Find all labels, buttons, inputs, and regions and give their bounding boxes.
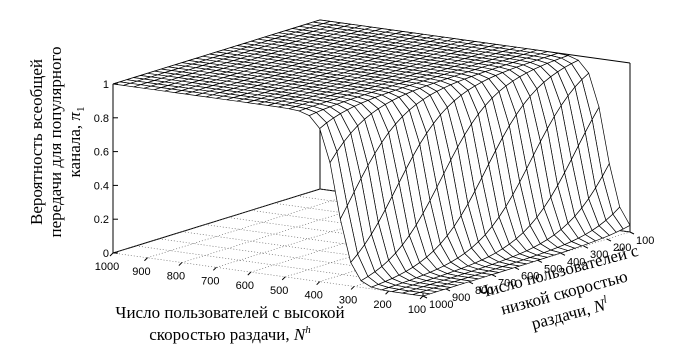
- y-tick-label: 100: [636, 235, 654, 247]
- floor-grid-line: [181, 231, 493, 275]
- x-axis-symbol: N: [293, 325, 307, 344]
- floor-grid-line: [147, 193, 355, 259]
- y-tick-mark: [560, 252, 566, 256]
- y-tick-label: 800: [475, 285, 493, 297]
- x-axis-ticks: 1000 900 800 700 600 500 400 300 200 100: [95, 252, 426, 316]
- surface-cell: [267, 103, 286, 108]
- z-axis-label: канала, π1: [65, 107, 87, 178]
- y-tick-label: 400: [567, 256, 585, 268]
- x-axis-label-line-1: Число пользователей с высокой: [115, 303, 344, 322]
- x-axis-label-line-2: скоростью раздачи,: [149, 325, 294, 344]
- y-tick-mark: [491, 274, 497, 278]
- z-axis-label: передачи для популярного: [46, 47, 65, 238]
- y-tick-mark: [445, 288, 451, 292]
- x-tick-mark: [144, 257, 148, 262]
- y-tick-mark: [422, 295, 428, 299]
- y-tick-label: 500: [544, 263, 562, 275]
- z-tick-label: 0.4: [94, 180, 109, 192]
- x-tick-mark: [419, 295, 424, 300]
- x-tick-mark: [212, 266, 217, 271]
- floor-grid-line: [112, 188, 321, 254]
- x-tick-mark: [109, 252, 114, 257]
- z-axis-symbol: π: [65, 112, 84, 121]
- x-axis-superscript: h: [305, 324, 311, 336]
- x-tick-mark: [350, 286, 355, 290]
- z-axis-ticks: 0 0.2 0.4 0.6 0.8 1: [94, 79, 118, 260]
- y-axis-superscript: l: [602, 294, 608, 306]
- y-tick-mark: [629, 231, 635, 235]
- z-tick-label: 0.8: [94, 113, 109, 125]
- floor-grid-line: [135, 245, 447, 290]
- floor-grid-line: [158, 238, 470, 283]
- x-tick-mark: [247, 271, 252, 276]
- y-tick-mark: [468, 281, 474, 285]
- x-axis-label: скоростью раздачи, Nh: [149, 324, 311, 344]
- z-tick-label: 0.6: [94, 147, 109, 159]
- x-tick-label: 700: [201, 275, 219, 287]
- x-tick-mark: [178, 262, 183, 266]
- y-tick-mark: [583, 245, 589, 249]
- z-axis-subscript: 1: [75, 107, 87, 113]
- x-tick-label: 1000: [95, 261, 119, 273]
- chart-box-front: [422, 63, 631, 296]
- x-tick-mark: [281, 276, 286, 281]
- y-tick-label: 1000: [429, 299, 453, 311]
- z-axis-label-line-2: передачи для популярного: [46, 47, 65, 238]
- x-tick-label: 900: [132, 266, 150, 278]
- y-tick-mark: [537, 259, 543, 263]
- y-tick-label: 700: [498, 278, 516, 290]
- z-axis-label: Вероятность всеобщей: [27, 59, 46, 225]
- y-tick-mark: [514, 267, 520, 271]
- x-tick-mark: [385, 290, 389, 295]
- floor-grid-line: [112, 252, 424, 297]
- y-tick-mark: [606, 238, 612, 242]
- y-tick-label: 600: [521, 271, 539, 283]
- y-tick-label: 200: [613, 242, 631, 254]
- x-tick-label: 400: [304, 290, 322, 302]
- x-tick-label: 100: [408, 304, 426, 316]
- z-tick-label: 0.2: [94, 214, 109, 226]
- x-tick-label: 300: [339, 294, 357, 306]
- x-tick-mark: [316, 281, 321, 286]
- y-tick-label: 900: [452, 292, 470, 304]
- z-axis-label-line-3: канала,: [65, 121, 84, 178]
- z-tick-label: 0: [103, 248, 109, 260]
- z-axis-label-line-1: Вероятность всеобщей: [27, 59, 46, 225]
- x-tick-label: 600: [236, 280, 254, 292]
- x-tick-label: 800: [167, 271, 185, 283]
- x-tick-label: 200: [373, 299, 391, 311]
- surface-mesh: [112, 19, 631, 297]
- z-tick-label: 1: [103, 79, 109, 91]
- x-tick-label: 500: [270, 285, 288, 297]
- y-tick-label: 300: [590, 249, 608, 261]
